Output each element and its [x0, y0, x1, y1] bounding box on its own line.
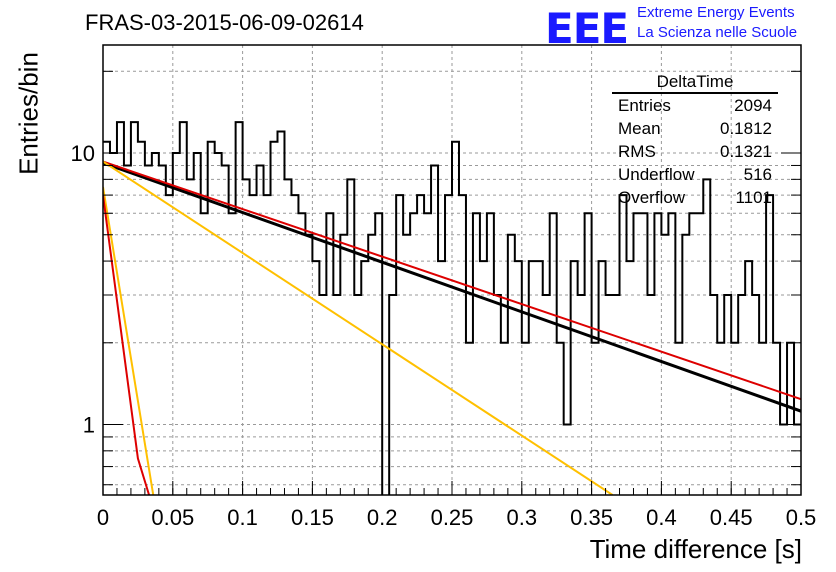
x-tick-label: 0.2	[367, 505, 398, 530]
fit-curves	[103, 160, 801, 495]
stats-row-underflow: Underflow 516	[612, 163, 778, 186]
y-tick-label: 1	[83, 413, 95, 438]
x-tick-label: 0.45	[710, 505, 753, 530]
stats-label: Underflow	[618, 165, 695, 184]
x-tick-label: 0.1	[227, 505, 258, 530]
x-tick-label: 0	[97, 505, 109, 530]
stats-row-rms: RMS 0.1321	[612, 140, 778, 163]
stats-label: Entries	[618, 96, 671, 115]
stats-row-entries: Entries 2094	[612, 94, 778, 117]
x-tick-label: 0.25	[431, 505, 474, 530]
stats-value: 516	[743, 165, 772, 184]
x-axis-ticks: 0 0.05 0.1 0.15 0.2 0.25 0.3 0.35 0.4 0.45 0.5	[97, 481, 816, 530]
chart-title: FRAS-03-2015-06-09-02614	[85, 10, 364, 35]
stats-value: 1101	[735, 188, 772, 207]
fit-curve-0	[103, 161, 801, 413]
x-tick-label: 0.15	[291, 505, 334, 530]
logo-line-1: Extreme Energy Events	[637, 4, 795, 21]
stats-label: RMS	[618, 142, 656, 161]
x-tick-label: 0.35	[570, 505, 613, 530]
x-axis-label: Time difference [s]	[589, 534, 802, 564]
histogram	[103, 121, 801, 495]
stats-row-mean: Mean 0.1812	[612, 117, 778, 140]
stats-box: DeltaTime Entries 2094 Mean 0.1812 RMS 0.13…	[612, 72, 778, 209]
stats-value: 0.1812	[720, 119, 772, 138]
stats-row-overflow: Overflow 1101	[612, 186, 778, 209]
stats-label: Mean	[618, 119, 661, 138]
fit-curve-2	[103, 160, 614, 495]
x-tick-label: 0.4	[646, 505, 677, 530]
x-tick-label: 0.5	[786, 505, 817, 530]
fit-curve-3	[103, 186, 155, 495]
y-axis-label: Entries/bin	[13, 52, 44, 175]
fit-curve-1	[103, 160, 801, 401]
x-tick-label: 0.05	[151, 505, 194, 530]
y-axis-ticks: 1 10	[71, 70, 801, 486]
stats-label: Overflow	[618, 188, 686, 207]
fit-curve-4	[103, 194, 151, 495]
stats-value: 0.1321	[720, 142, 772, 161]
logo-line-2: La Scienza nelle Scuole	[637, 24, 798, 41]
stats-value: 2094	[734, 96, 772, 115]
y-tick-label: 10	[71, 141, 95, 166]
histogram-outline	[103, 121, 801, 495]
stats-title: DeltaTime	[612, 72, 778, 94]
x-tick-label: 0.3	[507, 505, 538, 530]
